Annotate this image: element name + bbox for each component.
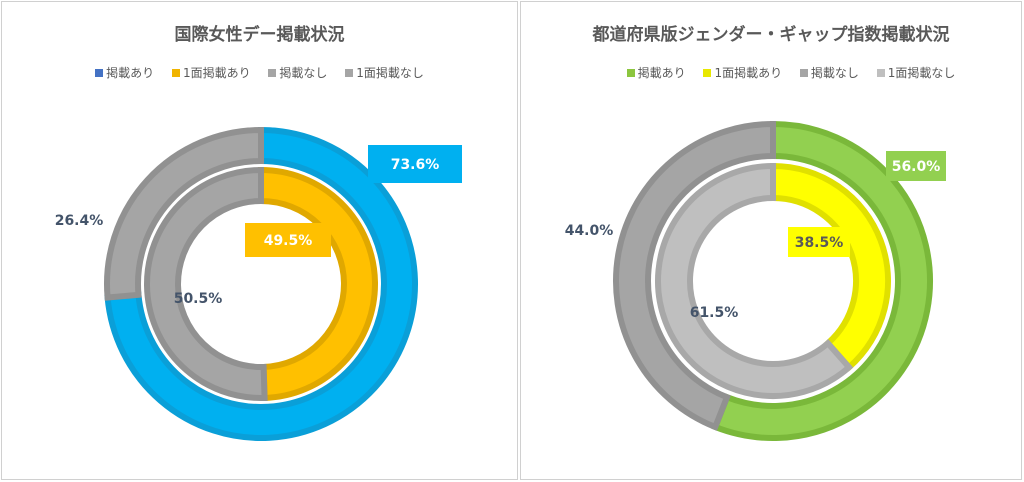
legend-swatch — [268, 69, 277, 77]
donut-slice-inner-1 — [770, 162, 891, 372]
data-label-box — [245, 223, 331, 257]
data-label: 26.4% — [55, 213, 104, 229]
chart-title: 国際女性デー掲載状況 — [174, 25, 345, 45]
donut-slice-outer-2 — [613, 120, 776, 431]
legend-label: 掲載なし — [810, 66, 859, 80]
legend-swatch — [171, 69, 180, 77]
chart-panel-gender-gap-index: 都道府県版ジェンダー・ギャップ指数掲載状況 掲載あり 1面掲載あり 掲載なし 1… — [520, 1, 1022, 480]
legend-label: 掲載あり — [106, 66, 155, 80]
legend-item: 1面掲載あり — [171, 64, 251, 81]
legend-swatch — [95, 69, 104, 77]
legend-item: 掲載なし — [268, 64, 327, 81]
legend-item: 掲載あり — [95, 64, 154, 81]
legend-label: 1面掲載あり — [714, 66, 783, 80]
donut-slice-outer-2 — [104, 126, 264, 301]
legend-label: 掲載なし — [279, 66, 328, 80]
data-label: 61.5% — [690, 305, 739, 321]
legend-label: 掲載あり — [637, 66, 686, 80]
legend-label: 1面掲載あり — [182, 66, 251, 80]
legend-item: 掲載あり — [626, 64, 686, 81]
donut-chart: 73.6% 26.4% 49.5% 50.5% — [55, 126, 462, 441]
legend-label: 1面掲載なし — [356, 66, 424, 80]
data-label-box — [368, 145, 462, 183]
data-label: 73.6% — [391, 157, 440, 173]
legend-item: 掲載なし — [799, 64, 859, 81]
data-label: 49.5% — [264, 233, 313, 249]
data-label: 56.0% — [892, 159, 941, 175]
data-label: 50.5% — [174, 291, 223, 307]
donut-slice-inner-2 — [655, 162, 854, 399]
data-label: 38.5% — [795, 235, 844, 251]
legend-swatch — [703, 69, 712, 77]
chart-panel-international-womens-day: 国際女性デー掲載状況 掲載あり 1面掲載あり 掲載なし 1面掲載なし 73.6%… — [1, 1, 518, 480]
donut-slice-outer-1 — [711, 120, 933, 441]
legend: 掲載あり 1面掲載あり 掲載なし 1面掲載なし — [521, 64, 1021, 81]
donut-chart: 56.0% 44.0% 38.5% 61.5% — [565, 120, 946, 441]
data-label-box — [886, 151, 946, 181]
legend-swatch — [345, 69, 354, 77]
legend-swatch — [876, 69, 885, 77]
donut-slice-inner-1 — [258, 166, 378, 402]
chart-title: 都道府県版ジェンダー・ギャップ指数掲載状況 — [592, 25, 950, 45]
legend-swatch — [626, 69, 635, 77]
donut-slice-inner-2 — [144, 166, 268, 401]
legend: 掲載あり 1面掲載あり 掲載なし 1面掲載なし — [2, 64, 517, 81]
data-label: 44.0% — [565, 223, 614, 239]
legend-label: 1面掲載なし — [887, 66, 956, 80]
legend-swatch — [799, 69, 808, 77]
legend-item: 1面掲載なし — [345, 64, 424, 81]
data-label-box — [788, 227, 850, 257]
donut-slice-outer-1 — [104, 126, 418, 441]
legend-item: 1面掲載なし — [876, 64, 956, 81]
legend-item: 1面掲載あり — [703, 64, 782, 81]
